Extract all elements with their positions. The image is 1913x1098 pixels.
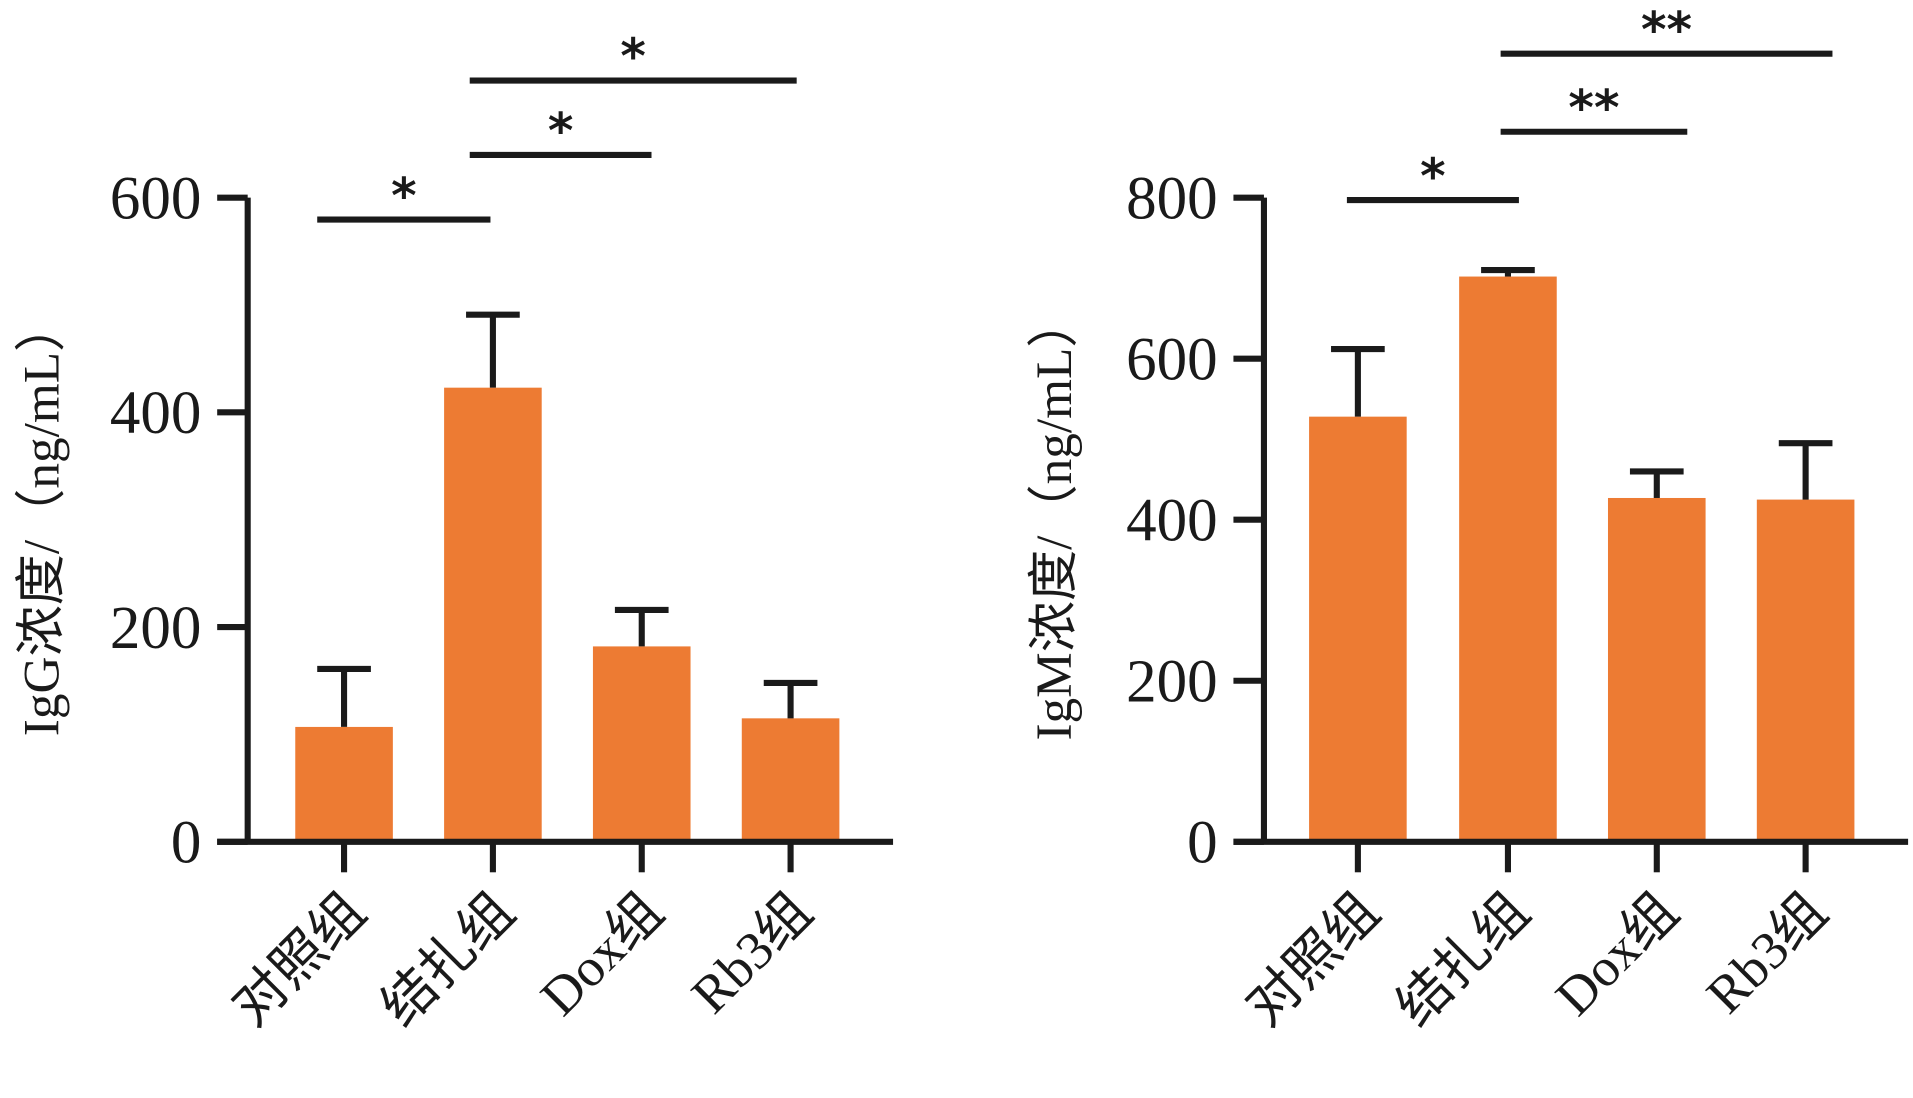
significance-label: * — [391, 167, 417, 224]
significance-label: * — [548, 103, 574, 160]
x-tick-label: 对照组 — [221, 881, 377, 1037]
bar — [1459, 276, 1557, 842]
x-tick-label: 结扎组 — [1385, 881, 1541, 1037]
y-axis-title: IgG浓度/（ng/mL） — [14, 301, 71, 736]
y-tick-label: 200 — [1126, 649, 1218, 716]
y-axis-title: IgM浓度/（ng/mL） — [1026, 296, 1083, 740]
y-tick-label: 600 — [110, 165, 202, 232]
significance-label: * — [620, 28, 646, 85]
x-tick-label: Dox组 — [1544, 881, 1690, 1027]
x-tick-label: Rb3组 — [680, 881, 824, 1025]
x-tick-label: 对照组 — [1234, 881, 1390, 1037]
y-tick-label: 200 — [110, 595, 202, 662]
y-tick-label: 0 — [171, 810, 202, 877]
x-tick-label: Dox组 — [529, 881, 675, 1027]
y-tick-label: 400 — [1126, 487, 1218, 554]
bar — [741, 718, 840, 842]
significance-label: ** — [1641, 1, 1692, 58]
significance-label: * — [1420, 148, 1446, 205]
y-tick-label: 400 — [110, 380, 202, 447]
bar — [1309, 416, 1407, 842]
significance-label: ** — [1568, 79, 1619, 136]
bar — [295, 726, 393, 842]
y-tick-label: 600 — [1126, 326, 1218, 393]
bar — [444, 387, 542, 842]
bar — [1756, 499, 1855, 842]
bar — [1607, 497, 1706, 842]
x-tick-label: Rb3组 — [1695, 881, 1839, 1025]
bar — [592, 646, 691, 842]
y-tick-label: 0 — [1187, 810, 1218, 877]
x-tick-label: 结扎组 — [370, 881, 526, 1037]
y-tick-label: 800 — [1126, 165, 1218, 232]
